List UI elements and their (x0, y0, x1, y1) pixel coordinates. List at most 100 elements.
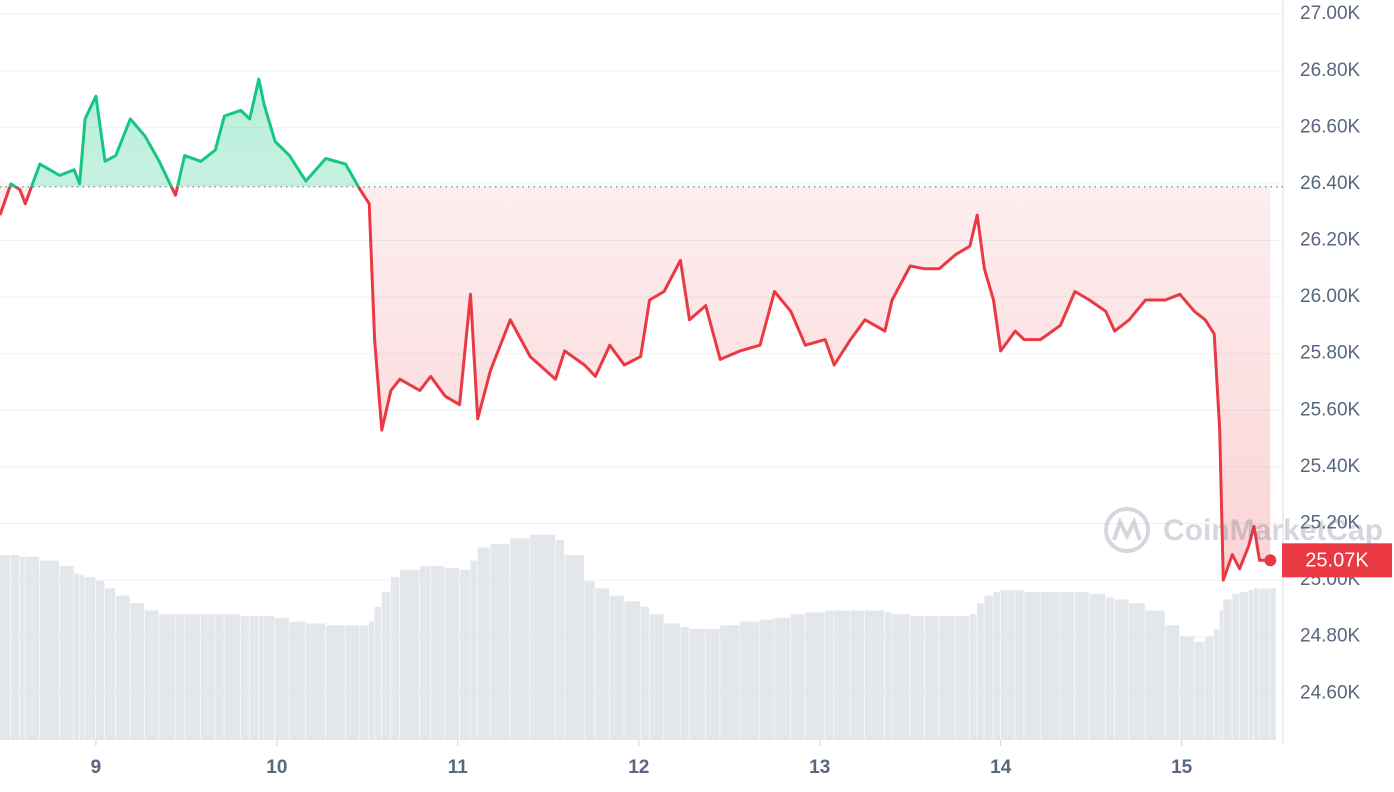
price-line-up (8, 77, 361, 187)
volume-bar (774, 617, 791, 740)
y-tick-label: 25.20K (1300, 513, 1361, 534)
volume-bar (10, 555, 20, 740)
volume-bar (289, 621, 306, 740)
volume-bar (609, 595, 624, 740)
volume-bar (477, 547, 490, 740)
volume-bar (689, 629, 706, 740)
volume-bar (374, 606, 382, 740)
y-tick-label: 25.60K (1300, 399, 1361, 420)
y-tick-label: 26.20K (1300, 230, 1361, 251)
volume-bar (1074, 592, 1089, 740)
volume-bar (59, 566, 74, 740)
volume-bar (184, 614, 201, 740)
volume-bar (144, 610, 159, 740)
volume-bar (1223, 599, 1232, 740)
x-tick-label: 13 (809, 757, 830, 778)
volume-bar (25, 556, 40, 740)
volume-bar (1219, 610, 1223, 740)
volume-bar (1239, 592, 1249, 740)
volume-bar (369, 621, 374, 740)
volume-bar (1179, 636, 1194, 740)
volume-bar (1165, 625, 1180, 740)
volume-bar (1089, 593, 1106, 740)
volume-bar (640, 606, 650, 740)
volume-bar (595, 588, 610, 740)
volume-bar (969, 614, 977, 740)
volume-bar (864, 610, 885, 740)
volume-bar (1214, 629, 1220, 740)
y-tick-label: 26.80K (1300, 60, 1361, 81)
volume-bar (490, 543, 510, 740)
volume-bar (130, 603, 145, 740)
volume-bar (1024, 592, 1040, 740)
volume-bar (892, 614, 910, 740)
volume-bar (390, 577, 400, 740)
volume-bar (760, 619, 774, 740)
area-down (0, 186, 1271, 581)
volume-bar (584, 580, 595, 740)
volume-bar (39, 560, 60, 740)
volume-bar (224, 614, 241, 740)
volume-bar (275, 617, 289, 740)
volume-bar (430, 566, 445, 740)
y-tick-label: 26.60K (1300, 116, 1361, 137)
volume-bar (175, 614, 184, 740)
volume-bar (345, 625, 360, 740)
current-dot (1264, 554, 1277, 567)
volume-bar (977, 603, 984, 740)
volume-bar (240, 616, 250, 740)
y-tick-label: 24.80K (1300, 626, 1361, 647)
volume-bar (825, 610, 834, 740)
volume-bar (984, 595, 993, 740)
volume-bar (264, 616, 275, 740)
volume-bar (215, 614, 224, 740)
volume-bar (850, 610, 865, 740)
x-tick-label: 9 (91, 757, 102, 778)
x-tick-label: 15 (1171, 757, 1193, 778)
volume-bar (1060, 592, 1075, 740)
volume-bar (470, 560, 478, 740)
volume-bar (1205, 636, 1214, 740)
x-tick-label: 14 (990, 757, 1012, 778)
volume-bar (955, 616, 970, 740)
volume-bar (445, 567, 460, 740)
volume-bar (510, 538, 530, 740)
volume-bar (564, 555, 584, 740)
price-tag (1282, 543, 1392, 578)
price-line-down (0, 186, 1271, 582)
volume-bar (325, 625, 346, 740)
y-tick-label: 26.40K (1300, 173, 1361, 194)
price-tag-label: 25.07K (1305, 550, 1369, 572)
volume-bar (740, 621, 760, 740)
volume-bar (74, 573, 80, 740)
volume-bar (85, 577, 96, 740)
volume-bar (104, 588, 116, 740)
x-tick-label: 12 (628, 757, 649, 778)
volume-bar (360, 625, 369, 740)
volume-bar (1145, 610, 1165, 740)
volume-bar (649, 614, 664, 740)
y-tick-label: 27.00K (1300, 3, 1361, 24)
volume-bar (910, 616, 925, 740)
volume-bar (381, 592, 391, 740)
watermark: CoinMarketCap (1104, 507, 1383, 553)
volume-bar (419, 566, 431, 740)
volume-bar (1114, 599, 1129, 740)
volume-bar (720, 625, 740, 740)
volume-bar (79, 575, 85, 740)
volume-bar (1270, 588, 1276, 740)
volume-bar (1232, 593, 1239, 740)
volume-bar (624, 601, 640, 740)
volume-bar (1259, 588, 1270, 740)
volume-bar (1000, 590, 1015, 740)
volume-bar (258, 616, 264, 740)
volume-bar (0, 555, 11, 740)
volume-bar (834, 610, 850, 740)
volume-bar (459, 569, 470, 740)
volume-bar (993, 592, 1001, 740)
volume-bar (884, 612, 892, 740)
volume-bar (680, 627, 689, 740)
volume-bar (1254, 588, 1259, 740)
y-tick-label: 25.80K (1300, 343, 1361, 364)
